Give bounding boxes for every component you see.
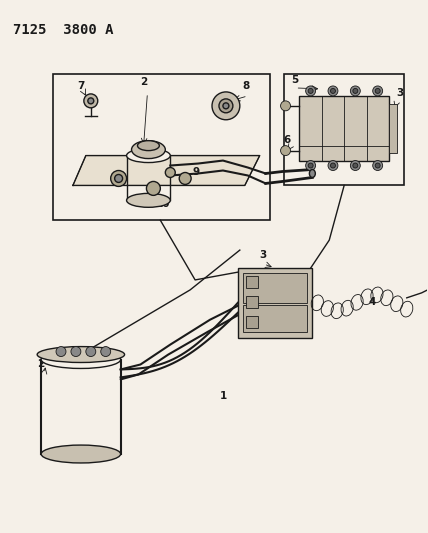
Circle shape (86, 346, 96, 357)
Circle shape (308, 163, 313, 168)
Circle shape (351, 86, 360, 96)
Ellipse shape (131, 141, 165, 158)
Ellipse shape (41, 445, 121, 463)
Circle shape (281, 101, 291, 111)
Bar (389, 104, 397, 152)
Circle shape (306, 160, 315, 171)
Bar (283, 74, 404, 185)
Circle shape (308, 88, 313, 93)
Circle shape (88, 98, 94, 104)
Text: 3: 3 (260, 250, 267, 260)
Bar (246, 296, 258, 308)
Circle shape (179, 173, 191, 184)
Text: 3: 3 (397, 88, 404, 98)
Circle shape (115, 174, 122, 182)
Bar (53, 74, 270, 220)
Bar (243, 273, 307, 303)
Circle shape (165, 167, 175, 177)
Circle shape (281, 146, 291, 156)
Ellipse shape (37, 346, 125, 362)
Text: 2: 2 (37, 359, 45, 369)
Circle shape (146, 181, 160, 196)
Circle shape (111, 171, 127, 187)
Ellipse shape (127, 193, 170, 207)
Circle shape (353, 88, 358, 93)
Bar (246, 276, 258, 288)
Circle shape (219, 99, 233, 113)
Circle shape (306, 86, 315, 96)
Circle shape (328, 160, 338, 171)
Circle shape (330, 88, 336, 93)
Text: 7125  3800 A: 7125 3800 A (13, 23, 114, 37)
Polygon shape (73, 156, 260, 185)
Text: 1: 1 (220, 391, 227, 401)
Circle shape (84, 94, 98, 108)
Ellipse shape (309, 169, 315, 177)
Circle shape (353, 163, 358, 168)
Bar (243, 305, 307, 332)
Circle shape (56, 346, 66, 357)
Circle shape (373, 160, 383, 171)
Ellipse shape (137, 141, 159, 151)
Text: 4: 4 (369, 297, 376, 307)
Ellipse shape (127, 149, 170, 163)
Circle shape (351, 160, 360, 171)
Circle shape (71, 346, 81, 357)
Circle shape (375, 163, 380, 168)
Ellipse shape (41, 351, 121, 368)
Bar (246, 316, 258, 328)
Circle shape (330, 163, 336, 168)
Circle shape (223, 103, 229, 109)
Text: 10: 10 (155, 199, 170, 209)
Circle shape (101, 346, 111, 357)
Text: 6: 6 (283, 135, 291, 144)
Circle shape (375, 88, 380, 93)
Text: 9: 9 (192, 167, 199, 177)
Circle shape (328, 86, 338, 96)
Bar (300, 96, 389, 160)
Text: 2: 2 (140, 77, 148, 87)
Bar (238, 268, 312, 337)
Text: 8: 8 (243, 81, 250, 91)
Circle shape (212, 92, 240, 120)
Circle shape (373, 86, 383, 96)
Text: 5: 5 (291, 75, 299, 85)
Text: 7: 7 (77, 81, 84, 91)
